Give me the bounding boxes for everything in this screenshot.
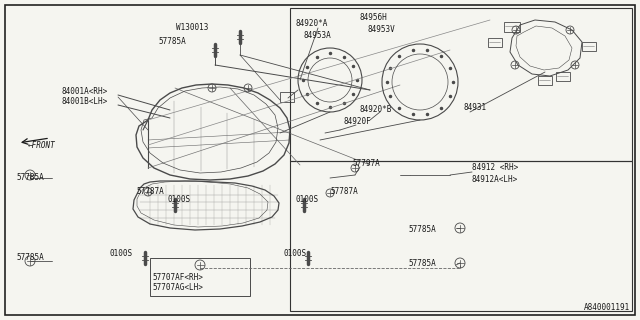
Text: 84912A<LH>: 84912A<LH>	[472, 174, 518, 183]
Bar	[290, 8, 632, 161]
Text: 57785A: 57785A	[16, 173, 44, 182]
Text: 57787A: 57787A	[330, 187, 358, 196]
Bar	[556, 72, 570, 81]
Text: 57707AG<LH>: 57707AG<LH>	[152, 284, 203, 292]
Text: ←FRONT: ←FRONT	[28, 140, 56, 149]
Text: 84920*A: 84920*A	[296, 19, 328, 28]
Text: A840001191: A840001191	[584, 303, 630, 312]
Bar	[150, 258, 250, 296]
Bar	[538, 76, 552, 85]
Text: 0100S: 0100S	[168, 196, 191, 204]
Bar	[280, 92, 294, 102]
Text: 57707AF<RH>: 57707AF<RH>	[152, 273, 203, 282]
Text: 84953V: 84953V	[368, 26, 396, 35]
Text: 84001B<LH>: 84001B<LH>	[62, 98, 108, 107]
Text: 57785A: 57785A	[408, 226, 436, 235]
Bar	[504, 22, 520, 32]
Text: 84920F: 84920F	[344, 117, 372, 126]
Text: 84931: 84931	[464, 103, 487, 113]
Text: 0100S: 0100S	[296, 196, 319, 204]
Text: W130013: W130013	[176, 23, 209, 33]
Bar	[488, 38, 502, 47]
Text: 57785A: 57785A	[16, 253, 44, 262]
Text: 84920*B: 84920*B	[360, 105, 392, 114]
Text: 84912 <RH>: 84912 <RH>	[472, 164, 518, 172]
Text: 84001A<RH>: 84001A<RH>	[62, 86, 108, 95]
Text: 0100S: 0100S	[110, 249, 133, 258]
Bar	[290, 161, 632, 311]
Text: 84953A: 84953A	[304, 31, 332, 41]
Text: 57787A: 57787A	[136, 187, 164, 196]
Text: 84956H: 84956H	[360, 13, 388, 22]
Text: 57785A: 57785A	[158, 37, 186, 46]
Text: 57797A: 57797A	[352, 159, 380, 169]
Bar	[582, 42, 596, 51]
Text: 57785A: 57785A	[408, 259, 436, 268]
Text: 0100S: 0100S	[284, 249, 307, 258]
